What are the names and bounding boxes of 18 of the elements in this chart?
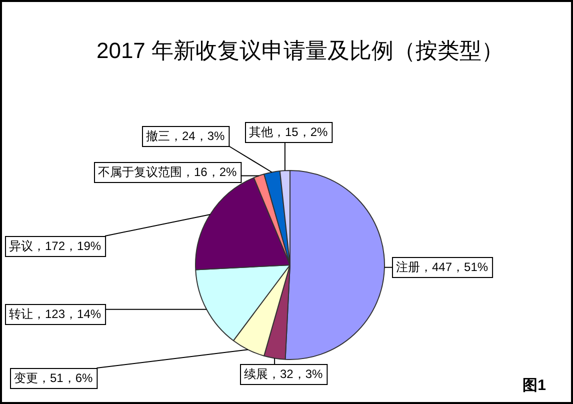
data-label: ，447，51% (420, 260, 488, 274)
data-label: ，123，14% (33, 306, 102, 321)
data-label: ，24，3% (170, 128, 226, 143)
caption: 图1 (522, 377, 546, 394)
data-label: ，51，6% (38, 370, 94, 385)
slice-label: 撤三 (146, 128, 170, 143)
data-label: ，172，19% (33, 238, 102, 253)
data-label: ，15，2% (273, 124, 328, 139)
slice-label: 变更 (14, 370, 38, 385)
slice-label: 不属于复议范围 (98, 164, 182, 179)
slice-label: 转让 (9, 306, 33, 321)
data-label: ，16，2% (182, 164, 238, 179)
slice-label: 异议 (9, 238, 33, 253)
chart-title: 2017 年新收复议申请量及比例（按类型） (96, 38, 504, 64)
slice-label: 其他 (249, 124, 273, 139)
data-label: ，32，3% (268, 366, 324, 381)
slice-label: 注册 (396, 260, 420, 274)
slice-label: 续展 (244, 366, 268, 381)
